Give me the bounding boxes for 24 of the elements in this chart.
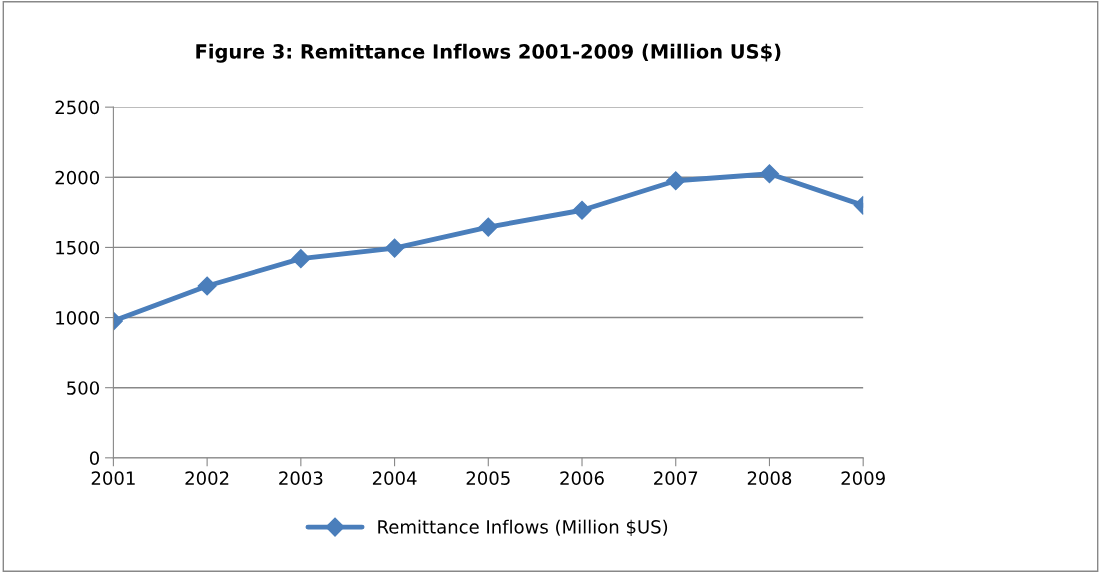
x-tick-label: 2006 [560,471,604,485]
x-tick-label: 2004 [372,471,417,485]
y-tick-label: 500 [67,381,100,395]
chart-title: Figure 3: Remittance Inflows 2001-2009 (Million US$) [196,43,781,63]
point [666,171,686,191]
point [478,217,498,237]
legend-label: Remittance Inflows (Million $US) [378,519,668,537]
x-tick-label: 2002 [185,471,229,485]
point [385,238,405,258]
y-tick-label: 1500 [56,240,100,255]
x-tick-label: 2005 [466,471,510,485]
y-tick-label: 1000 [56,311,100,325]
x-tick-label: 2009 [841,471,885,485]
point [197,276,217,296]
y-tick-label: 2000 [55,170,100,185]
x-tick-label: 2003 [279,471,323,485]
x-tick-label: 2001 [91,471,135,485]
point [759,164,779,184]
point [572,200,592,220]
y-tick-label: 0 [89,451,100,465]
point [291,249,311,269]
y-tick-label: 2500 [55,100,100,115]
x-tick-label: 2007 [654,471,698,485]
x-tick-label: 2008 [747,471,792,485]
